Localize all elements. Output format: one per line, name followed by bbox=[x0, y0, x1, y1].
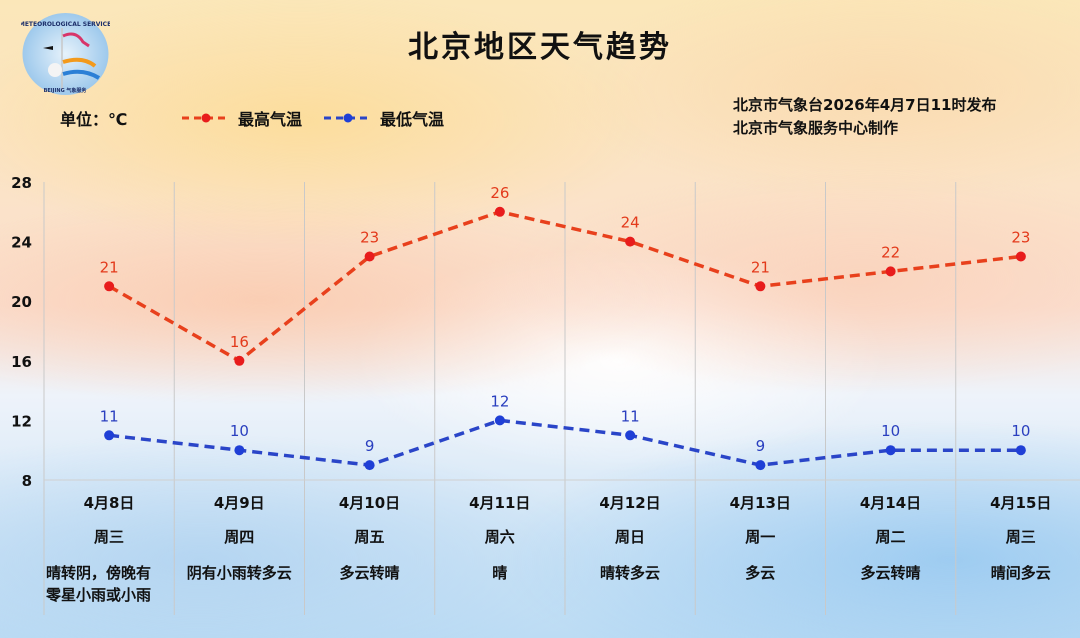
data-point bbox=[1015, 251, 1026, 262]
y-tick-label: 24 bbox=[11, 234, 32, 252]
data-label: 9 bbox=[756, 437, 766, 455]
data-point bbox=[885, 266, 896, 277]
data-label: 23 bbox=[1011, 229, 1030, 247]
day-weekday: 周三 bbox=[93, 528, 124, 546]
legend-low: 最低气温 bbox=[322, 106, 444, 130]
day-weather: 多云转晴 bbox=[860, 564, 921, 582]
data-label: 11 bbox=[621, 407, 640, 425]
legend-high: 最高气温 bbox=[180, 106, 302, 130]
data-point bbox=[755, 460, 766, 471]
day-date: 4月15日 bbox=[990, 494, 1052, 512]
day-weekday: 周四 bbox=[224, 528, 255, 546]
day-date: 4月14日 bbox=[859, 494, 922, 512]
y-tick-label: 12 bbox=[11, 412, 32, 430]
data-point bbox=[104, 430, 115, 441]
y-tick-label: 28 bbox=[11, 174, 32, 192]
day-weekday: 周二 bbox=[875, 528, 906, 546]
issuer-line-1: 北京市气象台2026年4月7日11时发布 bbox=[733, 96, 997, 114]
data-label: 9 bbox=[365, 437, 375, 455]
data-point bbox=[494, 206, 505, 217]
data-point bbox=[625, 430, 636, 441]
legend-high-label: 最高气温 bbox=[238, 110, 303, 129]
series-low-temperature: 11 10 9 12 11 9 10 10 bbox=[100, 392, 1030, 471]
issuer-info: 北京市气象台2026年4月7日11时发布 北京市气象服务中心制作 bbox=[733, 94, 997, 140]
day-date: 4月10日 bbox=[338, 494, 401, 512]
logo: METEOROLOGICAL SERVICE BEIJING 气象服务 bbox=[19, 12, 111, 96]
data-label: 22 bbox=[881, 243, 900, 261]
legend-high-marker-icon bbox=[182, 113, 230, 123]
data-point bbox=[494, 415, 505, 426]
day-date: 4月12日 bbox=[599, 494, 661, 512]
data-point bbox=[755, 281, 766, 292]
data-label: 10 bbox=[1011, 422, 1030, 440]
day-weather: 晴 bbox=[492, 564, 508, 582]
day-date: 4月8日 bbox=[83, 494, 135, 512]
series-line bbox=[108, 418, 1021, 467]
day-date: 4月9日 bbox=[213, 494, 265, 512]
y-tick-label: 20 bbox=[11, 293, 32, 311]
data-point bbox=[234, 445, 245, 456]
legend-low-label: 最低气温 bbox=[380, 110, 445, 129]
data-label: 16 bbox=[230, 333, 249, 351]
day-weather: 多云 bbox=[745, 564, 776, 582]
svg-text:METEOROLOGICAL SERVICE: METEOROLOGICAL SERVICE bbox=[21, 21, 110, 28]
data-label: 11 bbox=[100, 407, 119, 425]
issuer-line-2: 北京市气象服务中心制作 bbox=[733, 119, 899, 137]
day-weekday: 周日 bbox=[614, 528, 645, 546]
day-weather: 阴有小雨转多云 bbox=[186, 564, 292, 582]
data-label: 21 bbox=[751, 258, 770, 276]
chart-title: 北京地区天气趋势 bbox=[408, 30, 672, 65]
data-label: 21 bbox=[100, 258, 119, 276]
data-point bbox=[234, 355, 245, 366]
y-tick-label: 16 bbox=[11, 353, 32, 371]
data-label: 10 bbox=[230, 422, 249, 440]
data-point bbox=[625, 236, 636, 247]
data-label: 26 bbox=[490, 184, 509, 202]
data-point bbox=[104, 281, 115, 292]
y-axis: 28 24 20 16 12 8 bbox=[11, 174, 32, 490]
day-weekday: 周五 bbox=[354, 528, 385, 546]
y-tick-label: 8 bbox=[22, 472, 32, 490]
day-weather: 晴间多云 bbox=[990, 564, 1051, 582]
data-label: 12 bbox=[490, 392, 509, 410]
day-date: 4月11日 bbox=[469, 494, 531, 512]
day-weekday: 周三 bbox=[1005, 528, 1036, 546]
data-point bbox=[1015, 445, 1026, 456]
data-label: 23 bbox=[360, 229, 379, 247]
unit-label: 单位：℃ bbox=[60, 110, 128, 129]
day-weather: 多云转晴 bbox=[339, 564, 400, 582]
day-weather: 晴转阴，傍晚有 零星小雨或小雨 bbox=[46, 564, 152, 604]
data-point bbox=[364, 460, 375, 471]
svg-text:BEIJING 气象服务: BEIJING 气象服务 bbox=[44, 87, 88, 94]
series-line bbox=[108, 209, 1022, 363]
data-point bbox=[885, 445, 896, 456]
day-weekday: 周六 bbox=[484, 528, 515, 546]
data-label: 10 bbox=[881, 422, 900, 440]
series-high-temperature: 21 16 23 26 24 21 22 23 bbox=[100, 184, 1030, 366]
day-weather: 晴转多云 bbox=[599, 564, 660, 582]
day-weekday: 周一 bbox=[745, 528, 776, 546]
legend-low-marker-icon bbox=[324, 113, 372, 123]
data-label: 24 bbox=[621, 214, 640, 232]
day-date: 4月13日 bbox=[729, 494, 791, 512]
data-point bbox=[364, 251, 375, 262]
chart-grid bbox=[43, 182, 1080, 615]
meteorological-service-logo-icon: METEOROLOGICAL SERVICE BEIJING 气象服务 bbox=[19, 13, 111, 95]
